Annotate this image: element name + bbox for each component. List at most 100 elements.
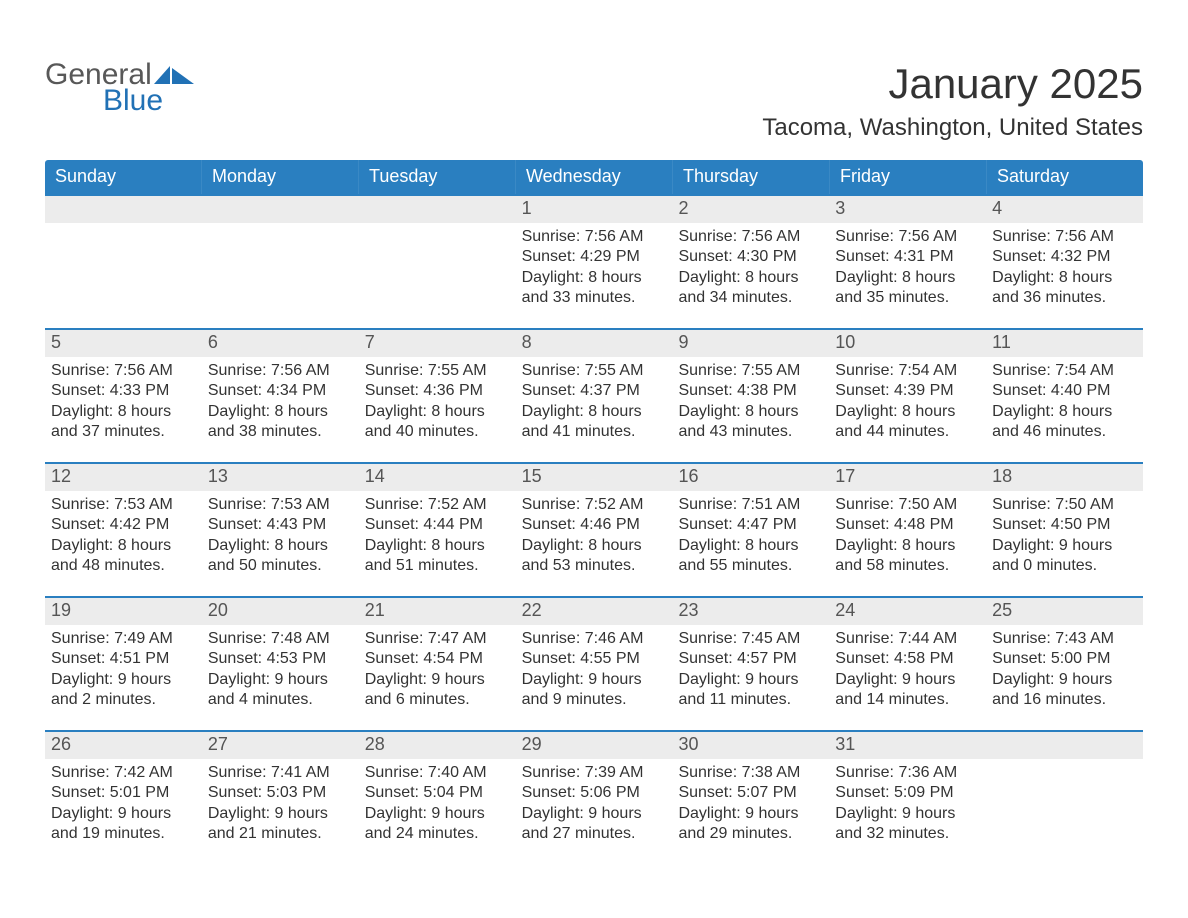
daylight-line: Daylight: 9 hours and 24 minutes. [365,804,510,845]
day-number: 14 [359,464,516,491]
brand-word-blue: Blue [103,86,196,116]
daylight-line: Daylight: 8 hours and 50 minutes. [208,536,353,577]
sunrise-line: Sunrise: 7:50 AM [992,495,1137,515]
day-number: 12 [45,464,202,491]
day-number: 30 [672,732,829,759]
week-row: 5Sunrise: 7:56 AMSunset: 4:33 PMDaylight… [45,328,1143,462]
sunset-line: Sunset: 4:58 PM [835,649,980,669]
weekday-header-cell: Monday [202,160,359,194]
sunrise-line: Sunrise: 7:55 AM [365,361,510,381]
sunset-line: Sunset: 4:46 PM [522,515,667,535]
week-row: 12Sunrise: 7:53 AMSunset: 4:42 PMDayligh… [45,462,1143,596]
day-body: Sunrise: 7:44 AMSunset: 4:58 PMDaylight:… [829,625,986,717]
daylight-line: Daylight: 8 hours and 33 minutes. [522,268,667,309]
sunset-line: Sunset: 5:07 PM [678,783,823,803]
sunset-line: Sunset: 5:01 PM [51,783,196,803]
day-body: Sunrise: 7:55 AMSunset: 4:37 PMDaylight:… [516,357,673,449]
sunrise-line: Sunrise: 7:56 AM [51,361,196,381]
day-number: 29 [516,732,673,759]
day-body: Sunrise: 7:50 AMSunset: 4:48 PMDaylight:… [829,491,986,583]
day-cell: 25Sunrise: 7:43 AMSunset: 5:00 PMDayligh… [986,598,1143,730]
day-cell: 14Sunrise: 7:52 AMSunset: 4:44 PMDayligh… [359,464,516,596]
day-number: 31 [829,732,986,759]
day-body: Sunrise: 7:56 AMSunset: 4:29 PMDaylight:… [516,223,673,315]
day-cell: 19Sunrise: 7:49 AMSunset: 4:51 PMDayligh… [45,598,202,730]
day-number: 26 [45,732,202,759]
day-number: 21 [359,598,516,625]
sunset-line: Sunset: 4:31 PM [835,247,980,267]
calendar-grid: SundayMondayTuesdayWednesdayThursdayFrid… [45,160,1143,864]
day-cell: 9Sunrise: 7:55 AMSunset: 4:38 PMDaylight… [672,330,829,462]
day-body: Sunrise: 7:38 AMSunset: 5:07 PMDaylight:… [672,759,829,851]
sunrise-line: Sunrise: 7:38 AM [678,763,823,783]
day-cell: 31Sunrise: 7:36 AMSunset: 5:09 PMDayligh… [829,732,986,864]
day-cell: 18Sunrise: 7:50 AMSunset: 4:50 PMDayligh… [986,464,1143,596]
day-number [359,196,516,223]
sunset-line: Sunset: 4:30 PM [678,247,823,267]
sunset-line: Sunset: 4:44 PM [365,515,510,535]
week-row: 19Sunrise: 7:49 AMSunset: 4:51 PMDayligh… [45,596,1143,730]
day-body: Sunrise: 7:51 AMSunset: 4:47 PMDaylight:… [672,491,829,583]
sunrise-line: Sunrise: 7:51 AM [678,495,823,515]
sunset-line: Sunset: 4:55 PM [522,649,667,669]
sunset-line: Sunset: 4:39 PM [835,381,980,401]
daylight-line: Daylight: 9 hours and 11 minutes. [678,670,823,711]
day-body: Sunrise: 7:56 AMSunset: 4:30 PMDaylight:… [672,223,829,315]
daylight-line: Daylight: 9 hours and 21 minutes. [208,804,353,845]
sunset-line: Sunset: 5:04 PM [365,783,510,803]
sunset-line: Sunset: 4:57 PM [678,649,823,669]
day-cell [45,196,202,328]
day-number: 11 [986,330,1143,357]
day-cell: 28Sunrise: 7:40 AMSunset: 5:04 PMDayligh… [359,732,516,864]
day-cell: 2Sunrise: 7:56 AMSunset: 4:30 PMDaylight… [672,196,829,328]
day-number: 5 [45,330,202,357]
day-body: Sunrise: 7:50 AMSunset: 4:50 PMDaylight:… [986,491,1143,583]
sunrise-line: Sunrise: 7:54 AM [835,361,980,381]
sunset-line: Sunset: 4:54 PM [365,649,510,669]
daylight-line: Daylight: 8 hours and 37 minutes. [51,402,196,443]
day-cell: 27Sunrise: 7:41 AMSunset: 5:03 PMDayligh… [202,732,359,864]
day-number: 19 [45,598,202,625]
sunrise-line: Sunrise: 7:55 AM [678,361,823,381]
daylight-line: Daylight: 9 hours and 19 minutes. [51,804,196,845]
day-number: 10 [829,330,986,357]
weekday-header-cell: Wednesday [516,160,673,194]
day-body: Sunrise: 7:54 AMSunset: 4:39 PMDaylight:… [829,357,986,449]
sunrise-line: Sunrise: 7:44 AM [835,629,980,649]
location-label: Tacoma, Washington, United States [762,114,1143,142]
day-cell: 23Sunrise: 7:45 AMSunset: 4:57 PMDayligh… [672,598,829,730]
day-number: 18 [986,464,1143,491]
day-number: 6 [202,330,359,357]
day-body: Sunrise: 7:42 AMSunset: 5:01 PMDaylight:… [45,759,202,851]
page-header: General Blue January 2025 Tacoma, Washin… [45,40,1143,154]
sunset-line: Sunset: 4:29 PM [522,247,667,267]
day-body: Sunrise: 7:53 AMSunset: 4:42 PMDaylight:… [45,491,202,583]
day-body: Sunrise: 7:46 AMSunset: 4:55 PMDaylight:… [516,625,673,717]
daylight-line: Daylight: 8 hours and 41 minutes. [522,402,667,443]
day-body: Sunrise: 7:54 AMSunset: 4:40 PMDaylight:… [986,357,1143,449]
day-body: Sunrise: 7:41 AMSunset: 5:03 PMDaylight:… [202,759,359,851]
day-cell: 1Sunrise: 7:56 AMSunset: 4:29 PMDaylight… [516,196,673,328]
daylight-line: Daylight: 9 hours and 0 minutes. [992,536,1137,577]
day-number: 8 [516,330,673,357]
sunrise-line: Sunrise: 7:36 AM [835,763,980,783]
day-number [45,196,202,223]
day-body: Sunrise: 7:49 AMSunset: 4:51 PMDaylight:… [45,625,202,717]
day-body: Sunrise: 7:52 AMSunset: 4:46 PMDaylight:… [516,491,673,583]
day-cell: 21Sunrise: 7:47 AMSunset: 4:54 PMDayligh… [359,598,516,730]
sunset-line: Sunset: 4:43 PM [208,515,353,535]
day-number: 17 [829,464,986,491]
sunset-line: Sunset: 4:42 PM [51,515,196,535]
brand-logo: General Blue [45,40,196,116]
sunrise-line: Sunrise: 7:53 AM [51,495,196,515]
day-body: Sunrise: 7:56 AMSunset: 4:31 PMDaylight:… [829,223,986,315]
month-title: January 2025 [762,60,1143,108]
sunrise-line: Sunrise: 7:39 AM [522,763,667,783]
day-number: 3 [829,196,986,223]
daylight-line: Daylight: 8 hours and 51 minutes. [365,536,510,577]
daylight-line: Daylight: 8 hours and 34 minutes. [678,268,823,309]
day-cell: 22Sunrise: 7:46 AMSunset: 4:55 PMDayligh… [516,598,673,730]
day-cell: 20Sunrise: 7:48 AMSunset: 4:53 PMDayligh… [202,598,359,730]
weekday-header-cell: Saturday [987,160,1143,194]
day-body: Sunrise: 7:40 AMSunset: 5:04 PMDaylight:… [359,759,516,851]
